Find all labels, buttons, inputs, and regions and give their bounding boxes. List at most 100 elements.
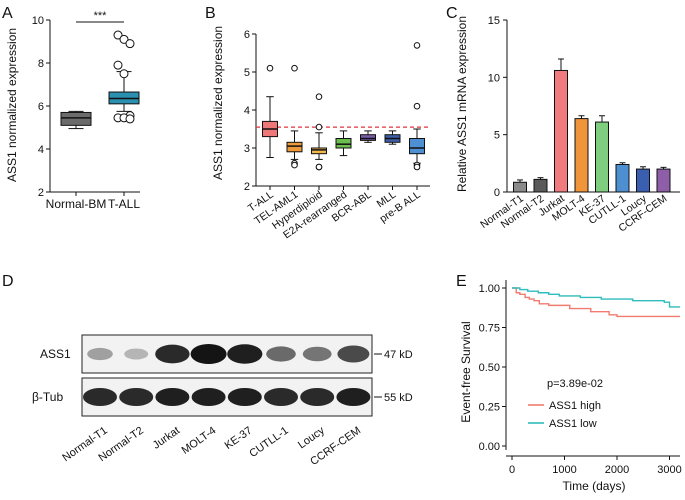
box-body: [311, 147, 327, 155]
ytick-label: 2: [38, 187, 44, 199]
bar-molt-4: [574, 118, 589, 193]
ytick-label: 0.50: [479, 362, 500, 374]
xtick-label: 0: [509, 464, 515, 476]
xtick-label: 2000: [605, 464, 629, 476]
panel-label-d: D: [2, 273, 14, 290]
box-body: [409, 138, 425, 155]
wb-marker-47kd: 47 kD: [384, 349, 413, 361]
box-normal-bm: [60, 110, 92, 130]
legend-ass1-high: ASS1 high: [549, 400, 601, 412]
band-btub-ccrf-cem: [336, 388, 371, 406]
box-body: [286, 141, 303, 153]
outlier-point: [119, 34, 129, 44]
wb-marker-55kd: 55 kD: [384, 392, 413, 404]
panel-e-pvalue: p=3.89e-02: [547, 378, 603, 390]
legend-ass1-low: ASS1 low: [549, 418, 597, 430]
band-btub-cutll-1: [264, 388, 298, 406]
panel-b-ylabel: ASS1 normalized expression: [211, 26, 225, 180]
band-ass1-molt-4: [190, 344, 227, 364]
panel-e-xlabel: Time (days): [563, 479, 626, 493]
panel-d-western-blot: ASS1 β-Tub 47 kD 55 kD Normal-T1Normal-T…: [32, 334, 413, 468]
panel-c-ylabel: Relative ASS1 mRNA expression: [455, 16, 469, 192]
ytick-label: 3: [244, 143, 250, 155]
wb-row-label-ass1: ASS1: [40, 347, 71, 361]
outlier-point: [125, 114, 135, 124]
lane-label-cutll-1: CUTLL-1: [247, 425, 290, 460]
ytick-label: 4: [244, 105, 250, 117]
band-btub-ke-37: [227, 388, 262, 406]
box-mll: [384, 130, 401, 145]
bar-ccrf-cem: [656, 168, 671, 193]
bar-cutll-1: [615, 163, 630, 193]
band-btub-jurkat: [155, 388, 190, 406]
box-body: [60, 111, 92, 126]
lane-label-molt-4: MOLT-4: [180, 425, 219, 457]
ytick-label: 5: [244, 67, 250, 79]
ytick-label: 10: [488, 72, 500, 84]
outlier-point: [113, 60, 123, 70]
box-pre-b-all: [409, 42, 425, 171]
outlier-point: [413, 102, 421, 110]
ytick-label: 4: [38, 144, 44, 156]
ytick-label: 1.00: [479, 283, 500, 295]
band-ass1-normal-t1: [87, 347, 113, 361]
ytick-label: 2: [244, 181, 250, 193]
bar-jurkat: [554, 69, 568, 193]
box-t-all: [108, 30, 140, 124]
ytick-label: 15: [488, 15, 500, 27]
panel-label-a: A: [2, 5, 13, 22]
xtick-label: 1000: [552, 464, 576, 476]
box-body: [360, 134, 376, 141]
panel-label-e: E: [456, 273, 467, 290]
outlier-point: [125, 39, 135, 49]
km-line-ass1-low: [512, 287, 680, 308]
ytick-label: 0.00: [479, 441, 500, 453]
outlier-point: [315, 163, 323, 171]
panel-label-b: B: [205, 5, 216, 22]
panel-e-survival: Event-free Survival 0.00 0.25 0.50 0.75 1.00…: [459, 280, 682, 493]
lane-label-jurkat: Jurkat: [151, 425, 182, 452]
band-btub-loucy: [300, 388, 335, 406]
box-t-all: [262, 64, 278, 158]
band-ass1-normal-t2: [124, 348, 149, 360]
ytick-label: 0: [494, 187, 500, 199]
box-bcr-abl: [360, 130, 376, 143]
band-btub-normal-t1: [83, 388, 117, 406]
band-ass1-cutll-1: [266, 346, 296, 362]
ytick-label: 6: [244, 29, 250, 41]
outlier-point: [266, 64, 274, 72]
outlier-point: [315, 123, 323, 131]
band-ass1-ccrf-cem: [337, 345, 370, 363]
band-ass1-loucy: [302, 346, 332, 362]
ytick-label: 5: [494, 130, 500, 142]
wb-row-label-btub: β-Tub: [32, 390, 63, 404]
panel-a-boxplot: ASS1 normalized expression 2 4 6 8 10 *** No…: [5, 10, 140, 211]
ytick-label: 6: [38, 101, 44, 113]
outlier-point: [315, 93, 323, 100]
xtick-label-t-all: T-ALL: [108, 197, 140, 211]
outlier-point: [413, 163, 421, 171]
km-line-ass1-high: [512, 287, 680, 318]
ytick-label: 0.25: [479, 402, 500, 414]
panel-label-c: C: [446, 5, 458, 22]
ytick-label: 10: [32, 15, 44, 27]
xtick-label: 3000: [657, 464, 681, 476]
box-body: [335, 138, 352, 149]
outlier-point: [113, 30, 123, 40]
outlier-point: [291, 161, 298, 169]
outlier-point: [119, 69, 129, 79]
band-btub-molt-4: [191, 388, 226, 406]
band-btub-normal-t2: [119, 388, 154, 406]
panel-a-ylabel: ASS1 normalized expression: [5, 28, 19, 182]
box-tel-aml1: [286, 64, 303, 169]
bar-loucy: [636, 168, 650, 193]
box-hyperdiploid: [311, 93, 327, 171]
ytick-label: 0.75: [479, 323, 500, 335]
bar-ke-37: [595, 121, 609, 193]
ytick-label: 8: [38, 58, 44, 70]
outlier-point: [413, 42, 421, 49]
box-e2a-rearranged: [335, 130, 352, 157]
band-ass1-ke-37: [227, 344, 263, 364]
